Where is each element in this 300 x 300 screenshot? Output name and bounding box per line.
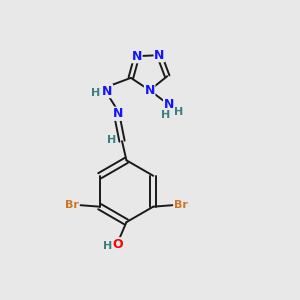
Text: N: N (132, 50, 142, 63)
Text: Br: Br (174, 200, 188, 210)
Text: N: N (144, 84, 155, 97)
Text: H: H (161, 110, 170, 120)
Text: N: N (112, 107, 123, 120)
Text: H: H (92, 88, 101, 98)
Text: H: H (107, 135, 116, 145)
Text: O: O (112, 238, 123, 251)
Text: N: N (154, 49, 164, 62)
Text: N: N (164, 98, 174, 112)
Text: H: H (174, 107, 183, 117)
Text: N: N (102, 85, 112, 98)
Text: H: H (103, 241, 112, 251)
Text: Br: Br (65, 200, 79, 210)
